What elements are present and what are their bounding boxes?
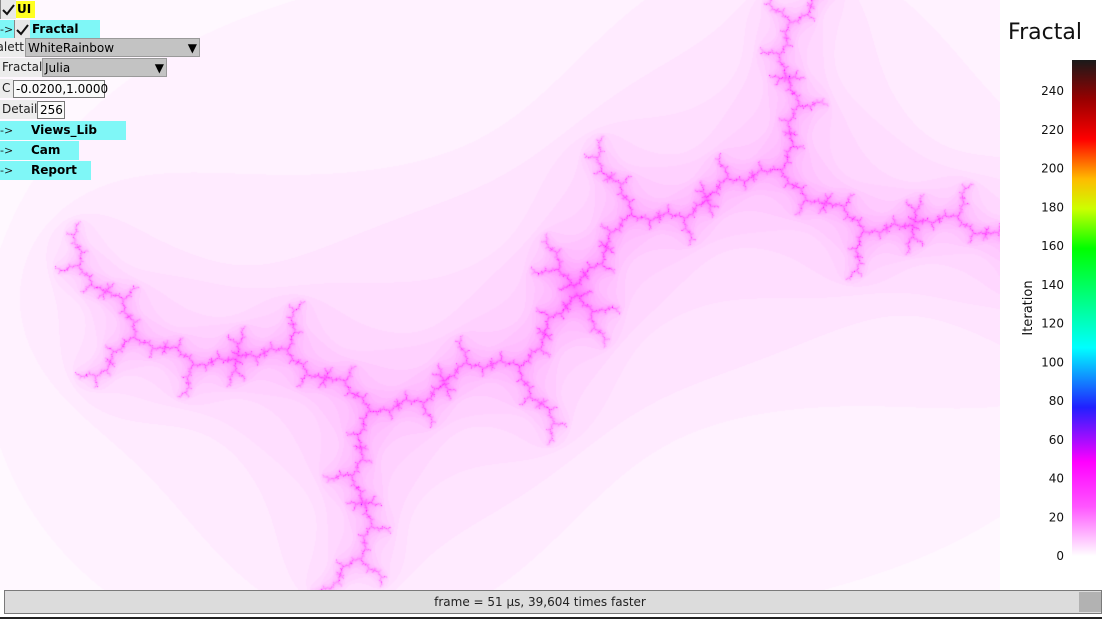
colorbar-tick-label: 60 xyxy=(1049,433,1064,447)
check-icon xyxy=(16,23,29,36)
dropdown-arrow-icon: ▼ xyxy=(154,61,164,75)
colorbar-tick-label: 180 xyxy=(1041,200,1064,214)
report-label: Report xyxy=(14,161,91,180)
fractal-type-row: Fractal Julia ▼ xyxy=(0,58,167,77)
palette-row: Palett WhiteRainbow ▼ xyxy=(0,38,200,57)
views-lib-label: Views_Lib xyxy=(14,121,126,140)
c-param-field[interactable]: -0.0200,1.0000 xyxy=(13,79,108,98)
status-bar: frame = 51 µs, 39,604 times faster xyxy=(4,590,1102,614)
detail-field[interactable]: 256 xyxy=(37,100,65,119)
check-icon xyxy=(2,3,15,16)
palette-label: Palett xyxy=(0,38,25,57)
cam-node[interactable]: -> Cam xyxy=(0,141,79,160)
colorbar-tick-label: 20 xyxy=(1049,510,1064,524)
dropdown-arrow-icon: ▼ xyxy=(187,41,197,55)
colorbar-axis-label: Iteration xyxy=(1021,280,1036,335)
status-text: frame = 51 µs, 39,604 times faster xyxy=(434,595,646,609)
fractal-type-select[interactable]: Julia ▼ xyxy=(42,58,167,77)
views-lib-node[interactable]: -> Views_Lib xyxy=(0,121,126,140)
fractal-node[interactable]: -> Fractal xyxy=(0,20,100,39)
colorbar-tick-label: 100 xyxy=(1041,355,1064,369)
fractal-canvas[interactable] xyxy=(0,0,1000,590)
report-arrow[interactable]: -> xyxy=(0,161,14,180)
palette-select-value: WhiteRainbow xyxy=(28,41,115,55)
detail-row: Detail 256 xyxy=(0,100,65,119)
views-lib-arrow[interactable]: -> xyxy=(0,121,14,140)
colorbar-tick-label: 80 xyxy=(1049,394,1064,408)
colorbar-tick-label: 240 xyxy=(1041,84,1064,98)
fractal-node-label: Fractal xyxy=(30,20,100,39)
colorbar-tick-label: 0 xyxy=(1056,549,1064,563)
colorbar-gradient xyxy=(1072,60,1096,556)
colorbar-tick-label: 140 xyxy=(1041,278,1064,292)
fractal-node-checkbox[interactable] xyxy=(14,20,30,39)
fractal-type-label: Fractal xyxy=(0,58,42,77)
ui-root-node[interactable]: UI xyxy=(0,0,36,19)
colorbar-tick-label: 200 xyxy=(1041,162,1064,176)
colorbar-tick-label: 220 xyxy=(1041,123,1064,137)
detail-label: Detail xyxy=(0,100,37,119)
colorbar-title: Fractal xyxy=(1008,20,1082,45)
fractal-type-select-value: Julia xyxy=(45,61,71,75)
colorbar-tick-label: 40 xyxy=(1049,472,1064,486)
ui-root-label: UI xyxy=(16,1,36,18)
cam-label: Cam xyxy=(14,141,79,160)
colorbar-tick-label: 160 xyxy=(1041,239,1064,253)
cam-arrow[interactable]: -> xyxy=(0,141,14,160)
colorbar: 0 20 40 60 80 100 120 140 160 180 200 220 240 Iterat… xyxy=(1021,60,1096,563)
c-param-label: C xyxy=(0,79,13,98)
status-scroll-handle[interactable] xyxy=(1079,592,1101,612)
colorbar-ticks: 0 20 40 60 80 100 120 140 160 180 200 220 240 xyxy=(1041,84,1064,563)
ui-root-checkbox[interactable] xyxy=(0,0,16,19)
palette-select[interactable]: WhiteRainbow ▼ xyxy=(25,38,200,57)
fractal-node-arrow[interactable]: -> xyxy=(0,20,14,39)
report-node[interactable]: -> Report xyxy=(0,161,91,180)
c-param-row: C -0.0200,1.0000 xyxy=(0,79,108,98)
colorbar-tick-label: 120 xyxy=(1041,317,1064,331)
window-bottom-border xyxy=(0,617,1102,619)
